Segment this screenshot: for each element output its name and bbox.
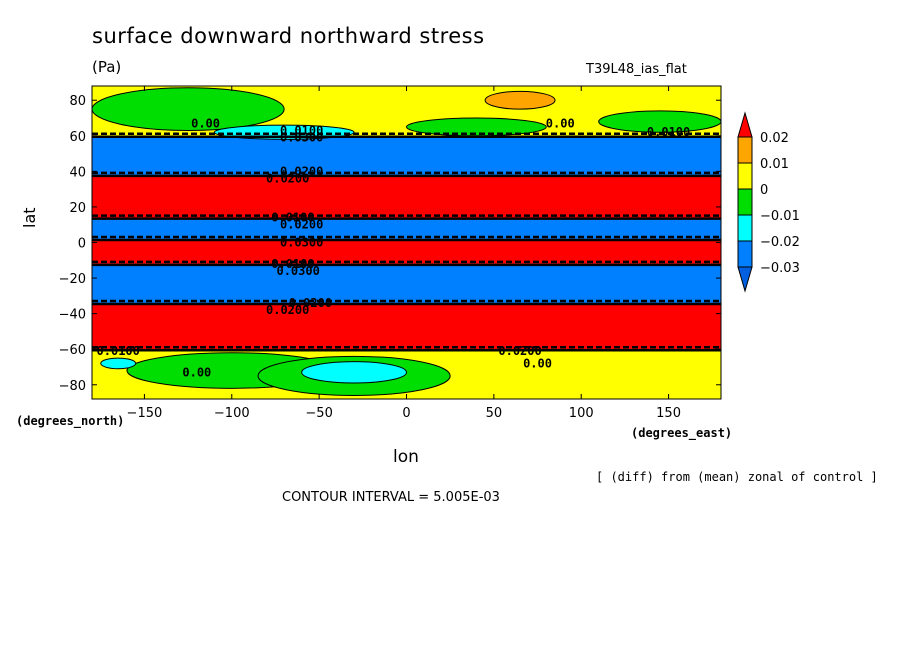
contour-label-8: 0.0200 [280,218,323,232]
contour-label-6: 0.0200 [266,171,309,185]
y-tick-label-5: 20 [69,201,86,216]
y-tick-label-7: 60 [69,130,86,145]
contour-region-0 [92,87,285,131]
contour-label-13: 0.0200 [266,303,309,317]
x-tick-label-4: 50 [486,406,503,421]
colorbar-label-4: −0.02 [760,235,800,250]
colorbar: 0.02 0.01 0 −0.01 −0.02 −0.03 [737,111,800,293]
colorbar-label-1: 0.01 [760,157,789,172]
x-tick-label-1: −100 [214,406,250,421]
contour-region-1 [484,90,556,110]
y-tick-label-6: 40 [69,165,86,180]
contour-label-17: 0.00 [523,356,552,370]
contour-band-3 [92,217,721,239]
colorbar-bottom-arrow [737,266,753,293]
run-name-label: T39L48_ias_flat [586,62,687,77]
contour-label-14: 0.0100 [97,344,140,358]
y-tick-label-2: −40 [59,308,86,323]
colorbar-label-0: 0.02 [760,131,789,146]
x-tick-label-0: −150 [127,406,163,421]
contour-band-6 [92,302,721,350]
colorbar-label-5: −0.03 [760,261,800,276]
contour-label-2: 0.0300 [280,131,323,145]
contour-band-4 [92,238,721,264]
colorbar-swatch-4 [737,214,753,242]
y-axis-unit-note: (degrees_north) [16,414,125,428]
y-tick-label-3: −20 [59,272,86,287]
contour-field [92,86,721,399]
colorbar-label-2: 0 [760,183,768,198]
contour-labels: 0.000.01000.03000.000.01000.02000.02000.… [97,116,691,379]
x-axis-label: lon [393,447,419,467]
colorbar-top-arrow [737,111,753,138]
contour-label-5: 0.0200 [280,164,323,178]
units-label: (Pa) [92,58,122,76]
contour-label-16: 0.0200 [498,344,541,358]
x-axis-unit-note: (degrees_east) [631,426,733,440]
contour-label-0: 0.00 [191,116,220,130]
contour-label-1: 0.0100 [280,123,323,137]
contour-label-10: 0.0100 [271,257,314,271]
colorbar-label-3: −0.01 [760,209,800,224]
axes: −150 −100 −50 0 50 100 150 −80 −60 −40 −20 0 20 40 60 8… [59,86,721,421]
colorbar-swatch-3 [737,188,753,216]
x-tick-label-6: 150 [656,406,681,421]
contour-label-3: 0.00 [546,116,575,130]
contour-label-11: 0.0300 [276,264,319,278]
x-tick-label-5: 100 [569,406,594,421]
y-tick-label-4: 0 [78,237,86,252]
contour-label-4: 0.0100 [647,125,690,139]
contour-band-5 [92,263,721,303]
diff-note: [ (diff) from (mean) zonal of control ] [596,470,878,484]
y-tick-label-8: 80 [69,94,86,109]
colorbar-swatch-1 [737,136,753,164]
contour-region-5 [301,361,408,384]
x-tick-label-3: 0 [402,406,410,421]
contour-band-1 [92,135,721,175]
contour-region-7 [598,110,721,133]
y-tick-label-0: −80 [59,379,86,394]
colorbar-swatch-2 [737,162,753,190]
contour-label-7: 0.0100 [271,211,314,225]
colorbar-swatch-5 [737,240,753,268]
contour-label-9: 0.0300 [280,236,323,250]
y-tick-label-1: −60 [59,343,86,358]
contour-label-15: 0.00 [182,365,211,379]
contour-label-12: 0.0200 [289,296,332,310]
contour-interval-note: CONTOUR INTERVAL = 5.005E-03 [282,490,500,505]
contour-region-6 [100,357,137,370]
chart-title: surface downward northward stress [92,24,485,48]
contour-band-2 [92,174,721,218]
x-tick-label-2: −50 [305,406,332,421]
